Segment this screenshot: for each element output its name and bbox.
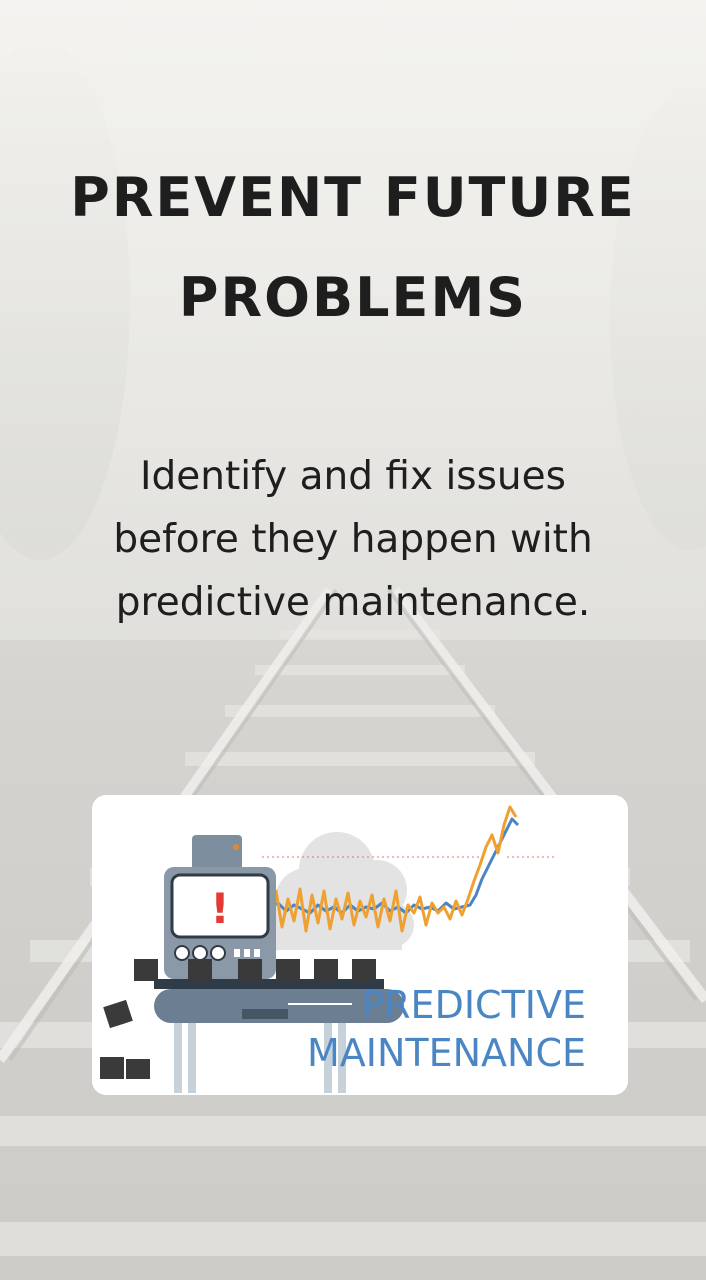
illustration-word-maintenance: MAINTENANCE [306,1031,586,1075]
headline: PREVENT FUTURE PROBLEMS [0,148,706,348]
box-icon [100,959,376,1079]
illustration: ! [100,805,554,1093]
illustration-card: ! [92,795,628,1095]
headline-line-1: PREVENT FUTURE [70,166,636,229]
conveyor-icon [154,979,404,1093]
headline-line-2: PROBLEMS [178,266,528,329]
alert-icon: ! [210,884,229,933]
illustration-word-predictive: PREDICTIVE [361,983,586,1027]
trend-line-icon [268,805,520,933]
machine-icon: ! [164,835,276,979]
body-text: Identify and fix issues before they happ… [113,454,593,625]
